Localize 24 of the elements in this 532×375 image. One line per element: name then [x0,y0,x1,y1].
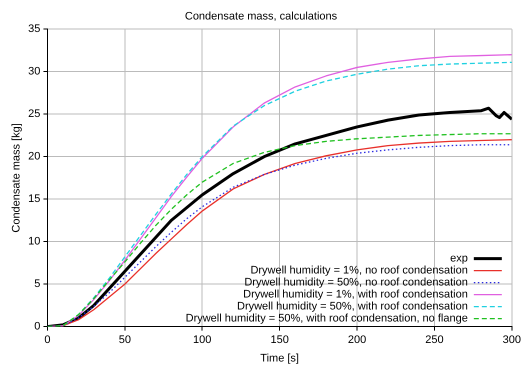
y-tick-label: 0 [34,320,40,333]
x-axis-title: Time [s] [260,352,299,364]
x-tick-label: 250 [425,334,444,346]
x-tick-label: 50 [118,334,131,346]
chart-title: Condensate mass, calculations [184,10,338,23]
y-tick-label: 35 [28,23,40,36]
legend-label: Drywell humidity = 50%, with roof condensation, no flange [186,312,468,325]
y-tick-label: 5 [34,278,40,290]
legend-label: Drywell humidity = 1%, no roof condensation [250,264,468,277]
y-axis-title: Condensate mass [kg] [10,123,23,233]
legend-label: Drywell humidity = 1%, with roof condensation [243,288,468,301]
x-tick-label: 100 [193,334,212,346]
legend-label: exp [450,252,468,265]
y-tick-label: 15 [28,193,40,206]
y-tick-label: 25 [28,108,40,120]
x-tick-label: 150 [270,334,289,346]
y-tick-label: 20 [28,150,40,163]
legend-label: Drywell humidity = 50%, with roof condensation [237,300,468,313]
x-tick-label: 0 [44,334,50,346]
x-tick-label: 300 [502,334,522,346]
y-tick-label: 10 [28,236,40,248]
y-tick-label: 30 [28,66,40,78]
legend-label: Drywell humidity = 50%, no roof condensation [244,276,468,289]
x-tick-label: 200 [348,334,366,346]
